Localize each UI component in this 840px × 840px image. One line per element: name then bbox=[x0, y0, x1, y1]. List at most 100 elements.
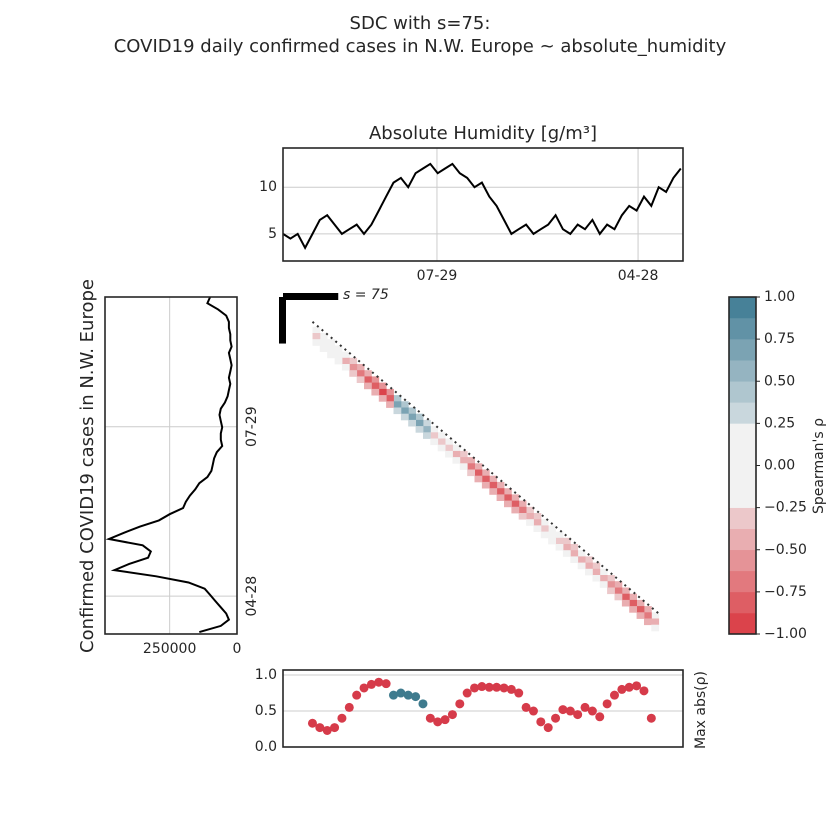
data-point bbox=[307, 718, 317, 728]
figure-title: SDC with s=75: bbox=[350, 13, 491, 34]
diagonal bbox=[311, 321, 660, 615]
heatmap-cell bbox=[341, 364, 350, 371]
heatmap-cell bbox=[349, 364, 358, 371]
data-point bbox=[322, 725, 332, 735]
data-point bbox=[551, 713, 561, 723]
panel-title: Absolute Humidity [g/m³] bbox=[369, 123, 597, 144]
heatmap-cell bbox=[364, 376, 372, 383]
heatmap-cell bbox=[585, 556, 593, 563]
heatmap-cell bbox=[341, 351, 350, 359]
colorbar-label: Spearman's ρ bbox=[811, 418, 827, 514]
heatmap-cell bbox=[548, 525, 556, 532]
heatmap-cell bbox=[621, 587, 630, 595]
heatmap-cell bbox=[577, 562, 586, 570]
heatmap-cell bbox=[393, 407, 402, 415]
heatmap-cell bbox=[614, 581, 623, 588]
heatmap-cell bbox=[555, 537, 564, 545]
heatmap-cell bbox=[474, 475, 483, 483]
colorbar-tick-label: 0.25 bbox=[764, 415, 795, 431]
heatmap-cell bbox=[651, 612, 660, 619]
colorbar-level bbox=[729, 465, 756, 487]
colorbar-level bbox=[729, 612, 756, 635]
heatmap-cell bbox=[614, 587, 623, 595]
heatmap-cell bbox=[629, 599, 637, 607]
colorbar-tick-label: −0.50 bbox=[764, 542, 807, 558]
heatmap-cell bbox=[452, 444, 461, 452]
heatmap-cell bbox=[437, 432, 446, 439]
heatmap-cell bbox=[504, 500, 512, 508]
data-point bbox=[411, 692, 421, 702]
data-point bbox=[418, 699, 428, 709]
heatmap-cell bbox=[445, 450, 453, 458]
data-point bbox=[499, 683, 509, 693]
heatmap-cell bbox=[467, 469, 475, 477]
heatmap-cell bbox=[562, 537, 571, 545]
heatmap-cell bbox=[599, 575, 608, 582]
data-point bbox=[477, 682, 487, 692]
heatmap-cell bbox=[526, 506, 534, 514]
data-point bbox=[433, 717, 443, 727]
heatmap-cell bbox=[526, 513, 534, 520]
heatmap-cell bbox=[481, 469, 490, 477]
heatmap-cell bbox=[452, 450, 461, 458]
data-point bbox=[573, 710, 583, 720]
heatmap-cell bbox=[599, 581, 608, 588]
heatmap-cell bbox=[319, 333, 328, 340]
heatmap-cell bbox=[423, 426, 431, 433]
heatmap-cell bbox=[511, 506, 520, 514]
heatmap-cell bbox=[415, 426, 424, 433]
axes-frame bbox=[104, 296, 238, 635]
heatmap-cell bbox=[614, 593, 623, 601]
colorbar-level bbox=[729, 528, 756, 551]
colorbar-tick-label: −0.25 bbox=[764, 500, 807, 516]
heatmap-cell bbox=[651, 618, 660, 626]
heatmap-cell bbox=[548, 531, 556, 539]
heatmap-cell bbox=[312, 326, 321, 334]
colorbar-level bbox=[729, 339, 756, 361]
heatmap-cell bbox=[334, 345, 343, 352]
colorbar-level bbox=[729, 591, 756, 614]
heatmap-cell bbox=[562, 544, 571, 551]
heatmap-cell bbox=[607, 581, 615, 588]
heatmap-cell bbox=[592, 568, 601, 576]
heatmap-cell bbox=[408, 407, 416, 415]
colorbar-tick-label: 0.00 bbox=[764, 458, 795, 474]
window-bar-v bbox=[279, 297, 286, 344]
data-point bbox=[470, 683, 480, 693]
heatmap-cell bbox=[408, 413, 416, 421]
heatmap-cell bbox=[371, 388, 380, 396]
data-point bbox=[447, 710, 457, 720]
heatmap-cell bbox=[327, 351, 335, 359]
heatmap-cell bbox=[393, 401, 402, 408]
heatmap-cell bbox=[540, 525, 549, 532]
heatmap-cell bbox=[592, 575, 601, 582]
heatmap-cell bbox=[540, 531, 549, 539]
heatmap-cell bbox=[621, 599, 630, 607]
heatmap-cell bbox=[386, 395, 394, 402]
y-tick-label: 10 bbox=[259, 179, 277, 195]
heatmap-cell bbox=[481, 481, 490, 489]
colorbar-tick-label: 0.50 bbox=[764, 373, 795, 389]
heatmap-cell bbox=[312, 339, 321, 346]
heatmap-cell bbox=[319, 345, 328, 352]
data-point bbox=[374, 677, 384, 687]
colorbar-level bbox=[729, 423, 756, 445]
colorbar-level bbox=[729, 486, 756, 508]
heatmap-cell bbox=[562, 550, 571, 557]
y-tick-label: 0.5 bbox=[255, 703, 277, 719]
colorbar-level bbox=[729, 570, 756, 593]
heatmap-cell bbox=[533, 513, 542, 520]
heatmap-cell bbox=[585, 562, 593, 570]
heatmap-cell bbox=[540, 519, 549, 526]
heatmap-cell bbox=[636, 612, 645, 619]
data-point bbox=[315, 723, 325, 733]
heatmap-cell bbox=[599, 568, 608, 576]
heatmap-cell bbox=[319, 339, 328, 346]
heatmap-cell bbox=[371, 382, 380, 390]
heatmap-cell bbox=[312, 333, 321, 340]
figure-subtitle: COVID19 daily confirmed cases in N.W. Eu… bbox=[114, 36, 727, 57]
heatmap-cell bbox=[496, 494, 505, 501]
colorbar-level bbox=[729, 507, 756, 529]
data-point bbox=[580, 702, 590, 712]
